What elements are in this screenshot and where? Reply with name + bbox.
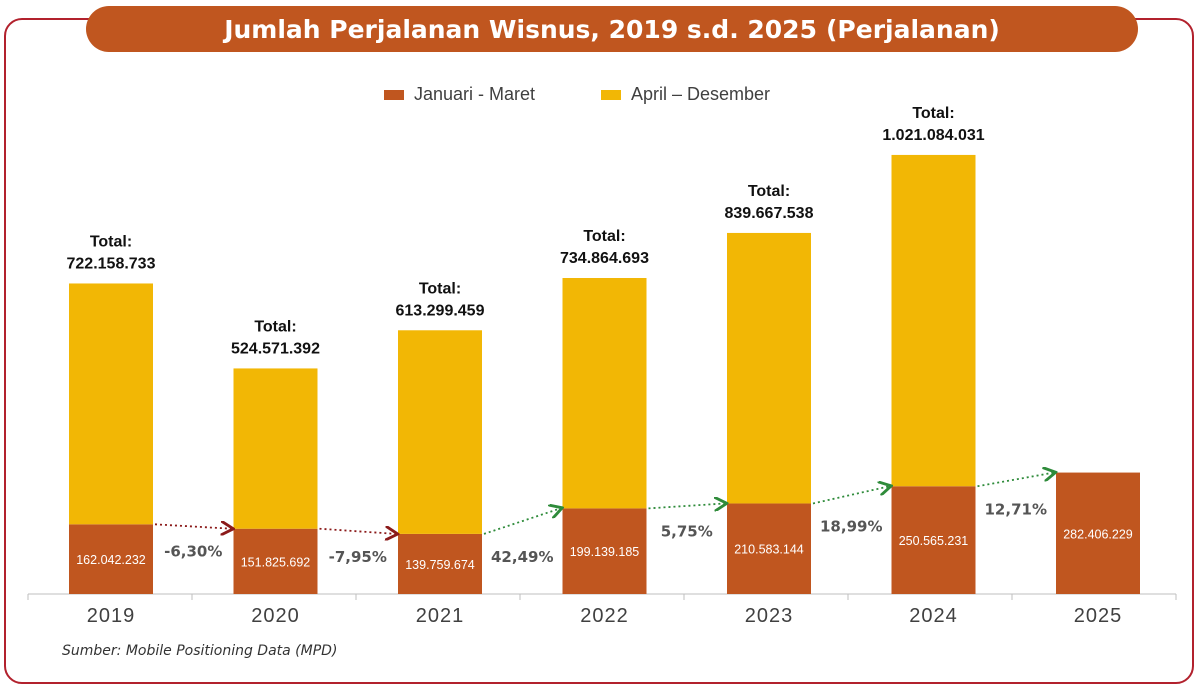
bar-value-jan-mar-2023: 210.583.144 bbox=[734, 543, 804, 557]
total-value-2020: 524.571.392 bbox=[231, 340, 320, 357]
bar-apr-dec-2023 bbox=[727, 232, 811, 504]
x-tick-label-2025: 2025 bbox=[1074, 605, 1123, 627]
growth-label-2019-2020: -6,30% bbox=[164, 543, 222, 561]
growth-label-2022-2023: 5,75% bbox=[661, 522, 713, 540]
total-prefix-2023: Total: bbox=[748, 183, 790, 200]
bar-value-jan-mar-2022: 199.139.185 bbox=[570, 545, 640, 559]
x-tick-label-2020: 2020 bbox=[251, 605, 300, 627]
growth-arrow-2021-2022 bbox=[483, 508, 561, 535]
growth-label-2024-2025: 12,71% bbox=[985, 500, 1047, 518]
bar-jan-mar-2024 bbox=[891, 486, 976, 594]
total-prefix-2020: Total: bbox=[254, 318, 296, 335]
x-tick-label-2019: 2019 bbox=[87, 605, 136, 627]
bar-value-jan-mar-2019: 162.042.232 bbox=[76, 553, 146, 567]
growth-label-2021-2022: 42,49% bbox=[491, 548, 553, 566]
total-prefix-2022: Total: bbox=[583, 228, 625, 245]
total-prefix-2024: Total: bbox=[912, 105, 954, 122]
bar-jan-mar-2019 bbox=[69, 524, 153, 594]
bar-jan-mar-2021 bbox=[398, 533, 482, 594]
bar-value-jan-mar-2024: 250.565.231 bbox=[899, 534, 969, 548]
growth-label-2020-2021: -7,95% bbox=[329, 548, 387, 566]
legend-swatch-jan-mar bbox=[384, 89, 404, 100]
x-tick-label-2024: 2024 bbox=[909, 605, 958, 627]
legend-label-apr-dec: April – Desember bbox=[631, 84, 771, 104]
bar-jan-mar-2025 bbox=[1056, 472, 1140, 594]
bar-apr-dec-2022 bbox=[562, 278, 647, 509]
title-banner: Jumlah Perjalanan Wisnus, 2019 s.d. 2025… bbox=[86, 6, 1138, 52]
total-value-2023: 839.667.538 bbox=[725, 205, 814, 222]
chart-unit: (Perjalanan) bbox=[825, 14, 1000, 44]
bar-jan-mar-2023 bbox=[727, 503, 811, 594]
total-prefix-2019: Total: bbox=[90, 233, 132, 250]
x-tick-label-2021: 2021 bbox=[416, 605, 465, 627]
chart-title: Jumlah Perjalanan Wisnus, 2019 s.d. 2025 bbox=[224, 14, 817, 44]
source-note: Sumber: Mobile Positioning Data (MPD) bbox=[62, 643, 338, 659]
bar-value-jan-mar-2021: 139.759.674 bbox=[405, 558, 475, 572]
bar-jan-mar-2022 bbox=[562, 508, 647, 594]
total-value-2019: 722.158.733 bbox=[67, 255, 156, 272]
bar-jan-mar-2020 bbox=[233, 528, 318, 594]
growth-arrow-2023-2024 bbox=[812, 486, 890, 505]
legend-item-apr-dec: April – Desember bbox=[601, 84, 770, 105]
growth-arrow-2019-2020 bbox=[154, 524, 232, 528]
total-value-2022: 734.864.693 bbox=[560, 250, 649, 267]
growth-arrow-2020-2021 bbox=[319, 529, 397, 534]
bar-apr-dec-2019 bbox=[69, 283, 153, 525]
x-tick-label-2022: 2022 bbox=[580, 605, 629, 627]
bar-value-jan-mar-2025: 282.406.229 bbox=[1063, 527, 1133, 541]
bar-apr-dec-2024 bbox=[891, 154, 976, 487]
legend-label-jan-mar: Januari - Maret bbox=[414, 84, 536, 104]
total-value-2021: 613.299.459 bbox=[396, 302, 485, 319]
growth-arrow-2022-2023 bbox=[648, 503, 726, 508]
legend-item-jan-mar: Januari - Maret bbox=[384, 84, 535, 105]
bar-apr-dec-2020 bbox=[233, 368, 318, 529]
total-prefix-2021: Total: bbox=[419, 280, 461, 297]
legend-swatch-apr-dec bbox=[601, 89, 621, 100]
growth-label-2023-2024: 18,99% bbox=[820, 517, 882, 535]
x-tick-label-2023: 2023 bbox=[745, 605, 794, 627]
bar-value-jan-mar-2020: 151.825.692 bbox=[241, 555, 311, 569]
total-value-2024: 1.021.084.031 bbox=[882, 127, 984, 144]
bar-apr-dec-2021 bbox=[398, 330, 482, 534]
growth-arrow-2024-2025 bbox=[977, 473, 1055, 488]
